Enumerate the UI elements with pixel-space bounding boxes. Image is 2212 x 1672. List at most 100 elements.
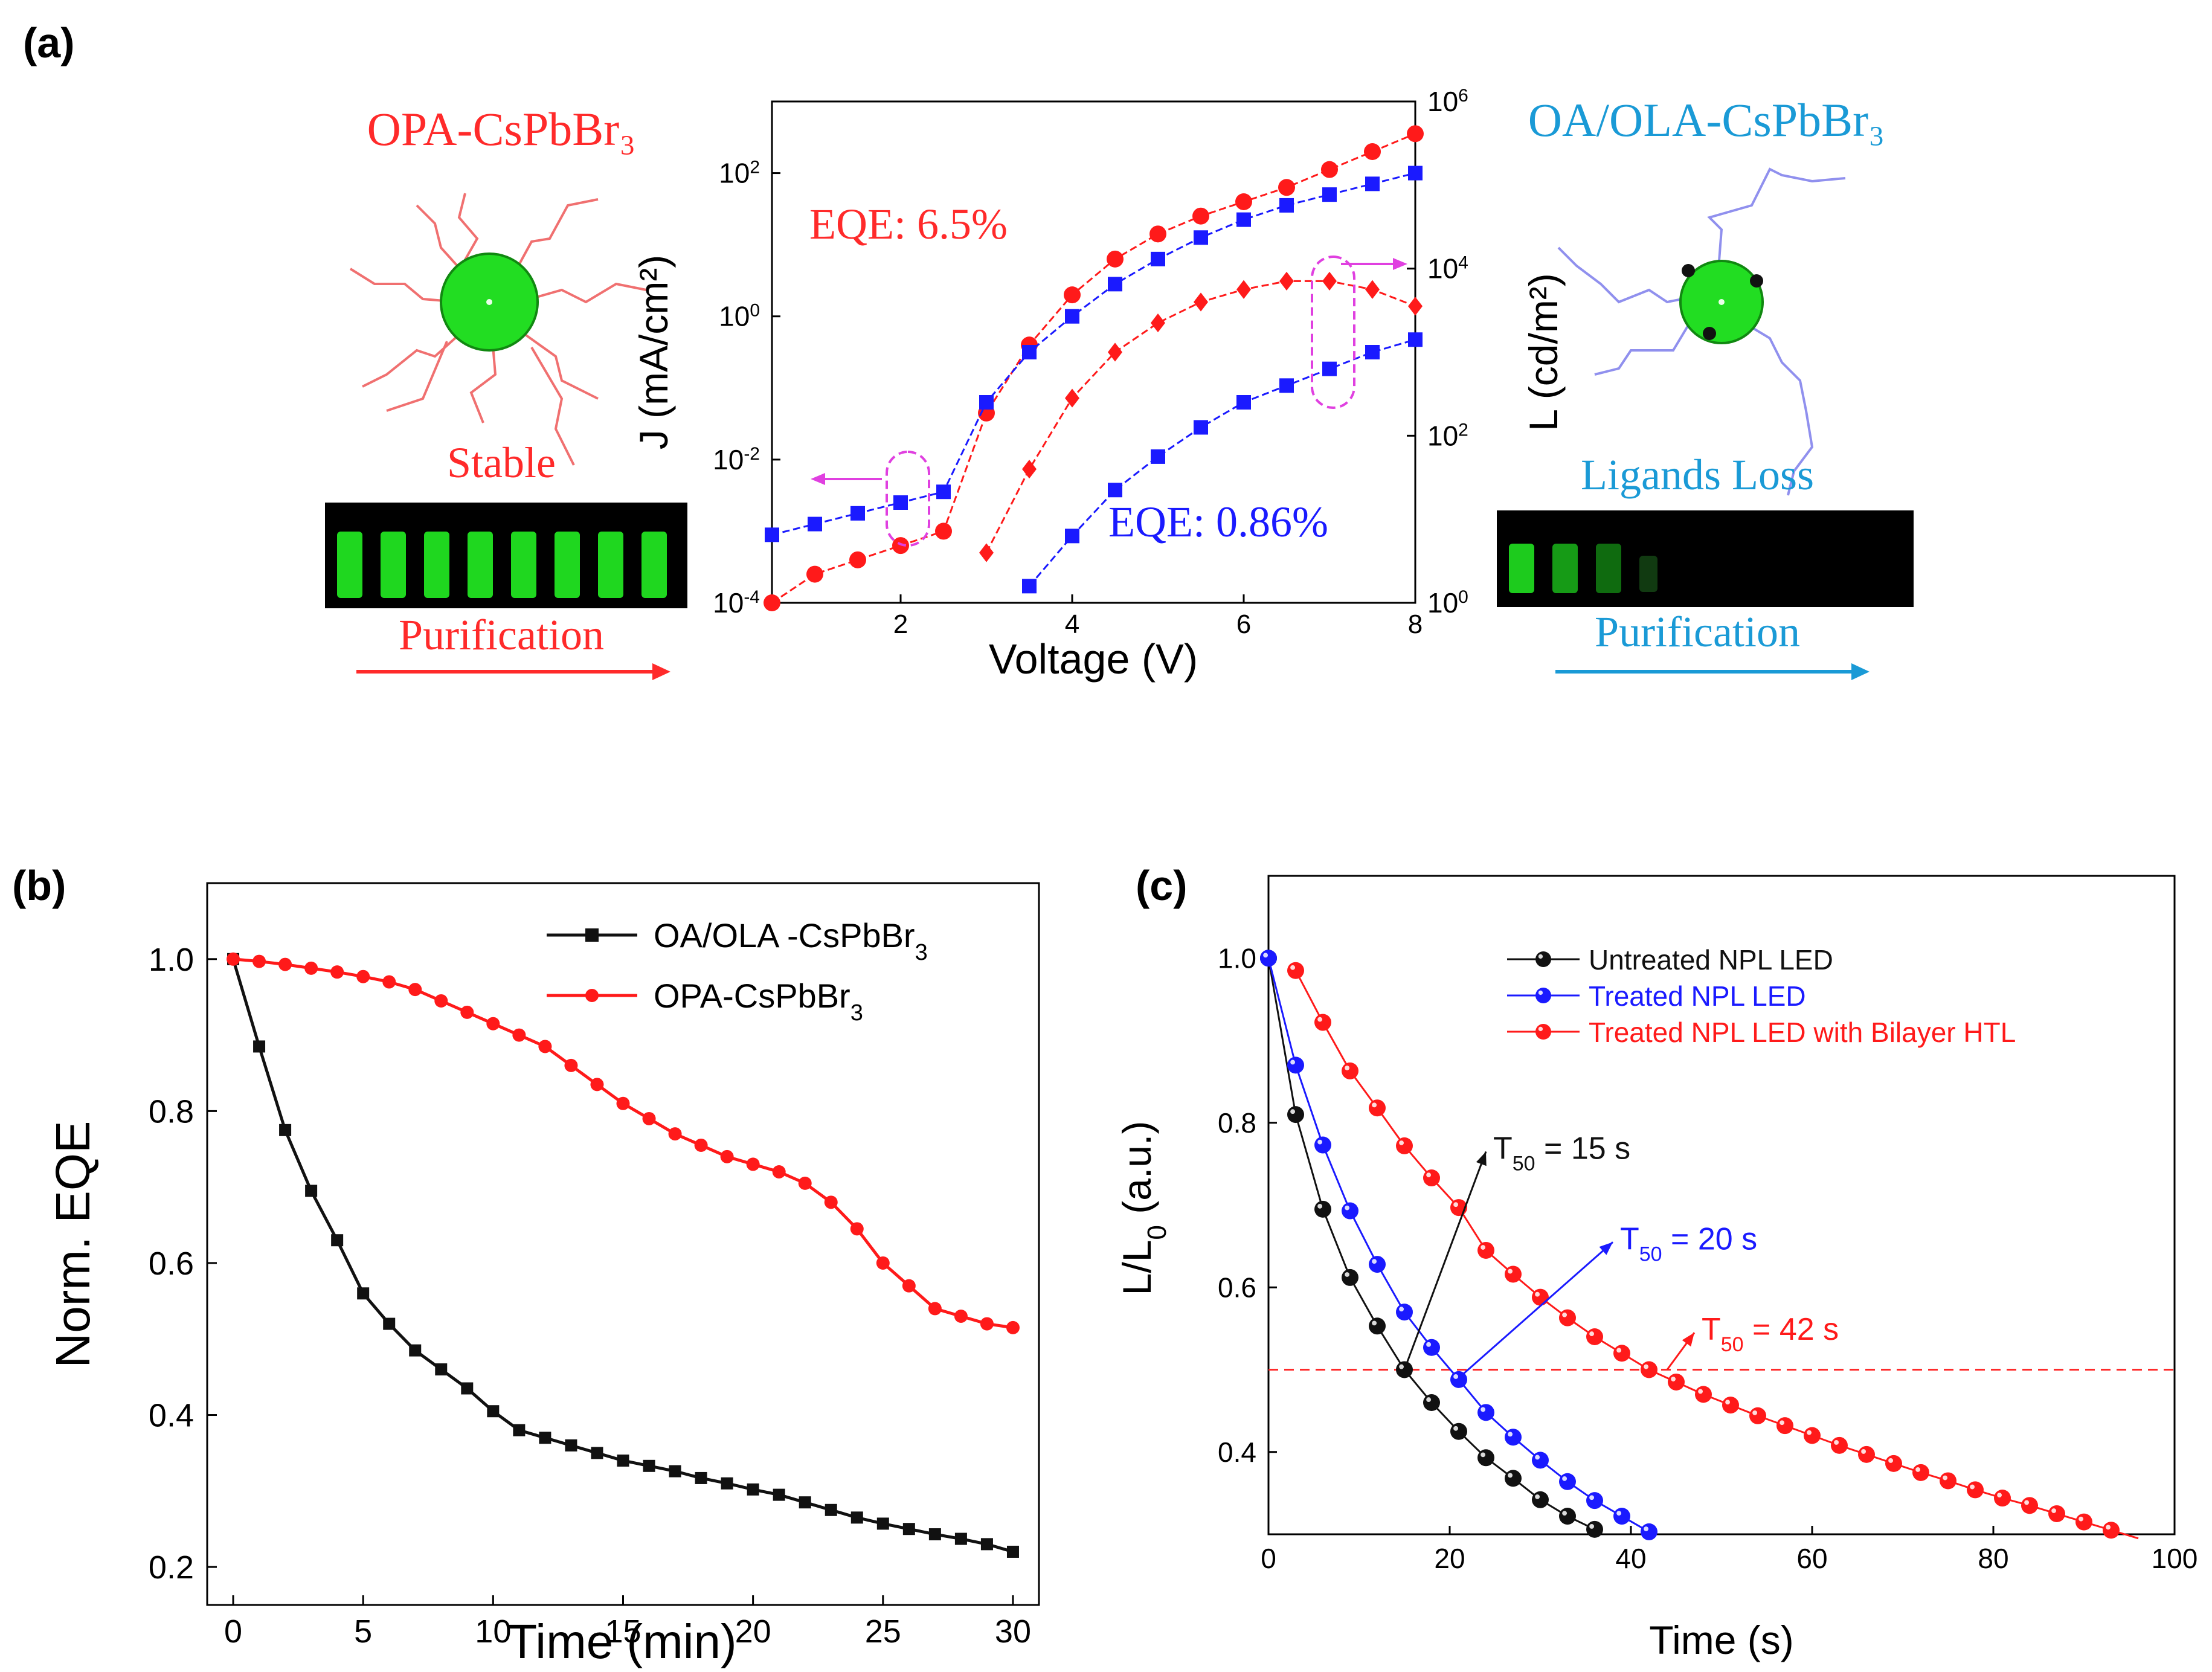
- chart-a-ylabel-left: J (mA/cm²): [631, 255, 676, 450]
- data-point-highlight: [1752, 1410, 1758, 1415]
- y-tick-label: 0.6: [149, 1246, 194, 1282]
- data-point: [1408, 297, 1423, 316]
- data-point: [487, 1405, 500, 1418]
- data-point-highlight: [1997, 1493, 2002, 1498]
- data-point-highlight: [1426, 1397, 1432, 1403]
- annotation-t: T: [1493, 1131, 1513, 1166]
- annotation-rest: = 15 s: [1535, 1131, 1631, 1166]
- data-point: [1477, 1449, 1494, 1467]
- data-point: [1236, 280, 1251, 299]
- data-point-highlight: [1453, 1202, 1459, 1207]
- data-point: [357, 1287, 370, 1300]
- data-point: [720, 1150, 734, 1163]
- data-point: [1236, 395, 1251, 410]
- data-point: [1151, 313, 1165, 333]
- left-axis-indicator-arrowhead: [811, 473, 825, 485]
- data-point: [1858, 1445, 1875, 1463]
- y-right-tick-label: 104: [1427, 252, 1468, 285]
- y-tick-label: 0.4: [149, 1398, 194, 1434]
- data-point: [2103, 1522, 2120, 1539]
- data-point-highlight: [1399, 1364, 1404, 1369]
- y-right-tick-label: 106: [1427, 86, 1468, 118]
- oaola-schematic: OA/OLA-CsPbBr₃ Ligands Loss Purification: [1497, 94, 1914, 680]
- oaola-core-dot: [1718, 299, 1725, 305]
- series-line-1: [771, 172, 1416, 536]
- annotation-t: T: [1620, 1221, 1639, 1256]
- data-point: [935, 522, 952, 540]
- oaola-title: OA/OLA-CsPbBr₃: [1528, 94, 1885, 146]
- data-point: [1022, 345, 1037, 359]
- y-left-tick-label: 10-2: [713, 443, 760, 475]
- data-point-highlight: [1616, 1348, 1622, 1353]
- x-tick-label: 0: [1261, 1543, 1276, 1574]
- data-point-highlight: [1970, 1484, 1975, 1490]
- data-point: [1064, 286, 1081, 304]
- data-point-highlight: [1345, 1205, 1350, 1211]
- data-point: [1912, 1464, 1929, 1481]
- data-point: [331, 1234, 344, 1247]
- data-point-highlight: [1372, 1259, 1377, 1264]
- opa-vial: [555, 532, 580, 598]
- data-point: [461, 1382, 474, 1395]
- y-tick-label: 0.8: [1218, 1107, 1256, 1139]
- legend-marker-highlight: [1538, 990, 1543, 995]
- data-point: [695, 1471, 707, 1484]
- data-point-highlight: [1508, 1432, 1513, 1437]
- legend-sub: 3: [850, 1000, 863, 1026]
- chart-c-ylabel-sub: 0: [1142, 1225, 1172, 1240]
- oaola-purification-label: Purification: [1595, 608, 1800, 656]
- data-point: [1369, 1256, 1386, 1273]
- data-point-highlight: [2051, 1508, 2057, 1513]
- data-point: [383, 1317, 396, 1330]
- data-point: [1342, 1268, 1358, 1286]
- data-point: [876, 1256, 890, 1270]
- data-point-highlight: [1290, 1059, 1296, 1065]
- opa-vial-background: [325, 503, 687, 608]
- data-point: [668, 1127, 682, 1141]
- legend-text: OPA-CsPbBr: [654, 977, 850, 1015]
- tick-base: 10: [719, 301, 750, 332]
- x-tick-label: 10: [475, 1613, 511, 1650]
- data-point-highlight: [1317, 1139, 1323, 1145]
- data-point-highlight: [1562, 1511, 1567, 1516]
- data-point: [1776, 1417, 1793, 1435]
- data-point: [1365, 280, 1380, 299]
- y-tick-label: 1.0: [149, 942, 194, 978]
- data-point: [1505, 1429, 1522, 1446]
- data-point: [1279, 378, 1294, 393]
- oaola-ligands: [1557, 167, 1846, 496]
- tick-base: 10: [1427, 86, 1458, 117]
- data-point-highlight: [1644, 1364, 1649, 1369]
- data-point: [460, 1005, 474, 1019]
- x-tick-label: 80: [1978, 1543, 2008, 1574]
- data-point-highlight: [1644, 1526, 1649, 1531]
- data-point: [1194, 420, 1208, 435]
- annotation-sub: 50: [1513, 1152, 1535, 1175]
- x-tick-label: 4: [1065, 609, 1079, 639]
- opa-vial: [641, 532, 667, 598]
- data-point: [1532, 1491, 1549, 1508]
- data-point: [902, 1523, 915, 1535]
- x-tick-label: 5: [354, 1613, 372, 1650]
- annotation-arrow-0: [1403, 1151, 1487, 1371]
- y-left-tick-label: 10-4: [713, 587, 760, 619]
- oaola-ligand-site-2: [1750, 274, 1763, 288]
- data-point: [954, 1532, 967, 1545]
- data-point: [1804, 1427, 1821, 1444]
- data-point: [1369, 1317, 1386, 1335]
- x-tick-label: 20: [735, 1613, 771, 1650]
- legend-marker: [1535, 988, 1551, 1003]
- data-point: [799, 1496, 811, 1509]
- right-axis-indicator-arrowhead: [1393, 258, 1407, 270]
- data-point: [539, 1432, 551, 1444]
- data-point: [330, 965, 344, 979]
- oaola-ligand-site-1: [1682, 264, 1695, 277]
- data-point: [1151, 251, 1165, 266]
- data-point-highlight: [1345, 1066, 1350, 1070]
- annotation-sub: 50: [1721, 1333, 1744, 1356]
- data-point: [1260, 950, 1277, 967]
- data-point-highlight: [2106, 1525, 2111, 1530]
- data-point: [1586, 1520, 1603, 1538]
